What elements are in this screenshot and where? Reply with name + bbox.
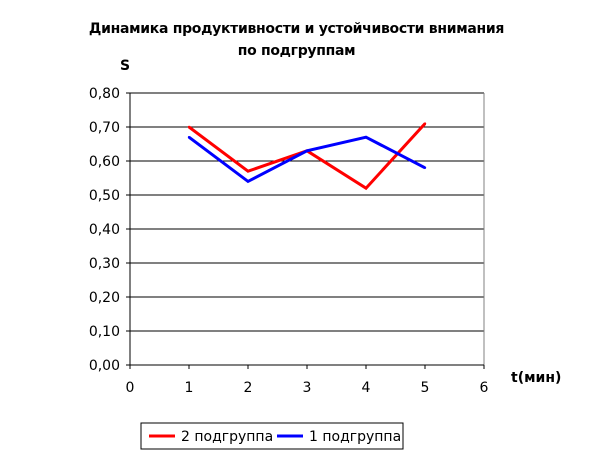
x-tick-label: 2 <box>244 380 253 396</box>
data-point <box>364 136 368 139</box>
y-axis-label: S <box>120 58 130 74</box>
y-tick-label: 0,40 <box>89 222 120 238</box>
y-tick-label: 0,50 <box>89 188 120 204</box>
legend-box <box>140 422 404 450</box>
y-tick-label: 0,10 <box>89 324 120 340</box>
y-tick-label: 0,20 <box>89 290 120 306</box>
y-tick-label: 0,30 <box>89 256 120 272</box>
data-point <box>305 149 309 152</box>
x-tick-label: 1 <box>185 380 194 396</box>
x-tick-label: 5 <box>421 380 430 396</box>
y-tick-label: 0,80 <box>89 86 120 102</box>
data-point <box>246 180 250 183</box>
chart-title-line-2: по подгруппам <box>237 43 356 59</box>
series-line-2 <box>188 135 426 184</box>
x-tick-label: 4 <box>362 380 371 396</box>
data-point <box>187 125 191 129</box>
legend-label-2: 1 подгруппа <box>309 429 401 445</box>
y-tick-label: 0,70 <box>89 120 120 136</box>
data-point <box>187 136 191 139</box>
x-axis-label: t(мин) <box>511 370 561 386</box>
legend-label-1: 2 подгруппа <box>181 429 273 445</box>
y-tick-label: 0,60 <box>89 154 120 170</box>
chart-title-line-1: Динамика продуктивности и устойчивости в… <box>88 21 505 37</box>
data-point <box>364 187 368 190</box>
x-tick-label: 3 <box>303 380 312 396</box>
series-line-1 <box>188 122 427 191</box>
x-tick-label: 6 <box>480 380 489 396</box>
data-point <box>423 122 427 125</box>
x-tick-label: 0 <box>126 380 135 396</box>
data-point <box>423 166 427 169</box>
data-point <box>246 170 250 173</box>
y-tick-label: 0,00 <box>89 358 120 374</box>
